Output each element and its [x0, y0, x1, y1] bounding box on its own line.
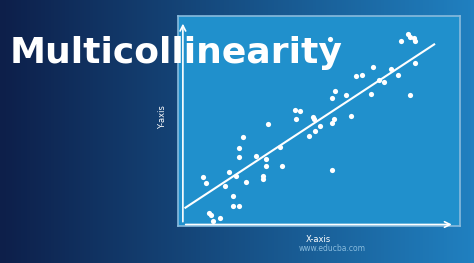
Point [292, 117, 300, 121]
Point [394, 73, 401, 77]
Point [276, 145, 284, 149]
Point [309, 114, 317, 119]
Point [263, 164, 270, 168]
Point [410, 36, 418, 40]
Point [235, 204, 243, 208]
Point [388, 67, 395, 72]
Point [259, 174, 267, 178]
Point [226, 170, 233, 174]
Point [404, 32, 411, 36]
Point [347, 114, 355, 118]
Point [262, 156, 270, 161]
Point [380, 80, 388, 84]
Point [264, 122, 272, 126]
Point [222, 184, 229, 188]
Point [208, 213, 215, 218]
Text: Multicollinearity: Multicollinearity [9, 36, 342, 70]
Point [411, 61, 419, 65]
Point [260, 177, 267, 181]
Point [370, 65, 377, 69]
Point [205, 210, 212, 215]
Point [202, 181, 210, 185]
Point [330, 117, 337, 121]
Point [328, 121, 336, 125]
Point [242, 180, 249, 184]
Point [397, 39, 405, 43]
Text: Y-axis: Y-axis [158, 105, 167, 129]
Point [199, 175, 207, 179]
Text: X-axis: X-axis [306, 235, 331, 244]
Point [358, 73, 365, 77]
Point [310, 117, 318, 121]
Point [311, 129, 319, 134]
Point [342, 93, 350, 98]
Point [407, 93, 414, 97]
Point [411, 39, 419, 43]
Point [375, 78, 383, 83]
Point [216, 216, 224, 220]
Point [229, 204, 237, 208]
Point [331, 89, 338, 93]
Point [209, 219, 217, 223]
Point [305, 134, 312, 138]
Point [252, 154, 260, 158]
Point [352, 74, 360, 78]
Point [236, 155, 243, 160]
Point [406, 36, 414, 40]
Point [229, 194, 237, 198]
Point [236, 146, 243, 150]
Point [317, 124, 324, 128]
Point [291, 108, 299, 112]
Point [327, 37, 334, 41]
Point [239, 135, 246, 139]
Point [233, 174, 240, 178]
Point [278, 164, 286, 169]
Point [367, 92, 375, 96]
Point [296, 109, 304, 113]
Text: www.educba.com: www.educba.com [299, 244, 365, 253]
Point [328, 168, 336, 172]
Point [328, 96, 336, 100]
